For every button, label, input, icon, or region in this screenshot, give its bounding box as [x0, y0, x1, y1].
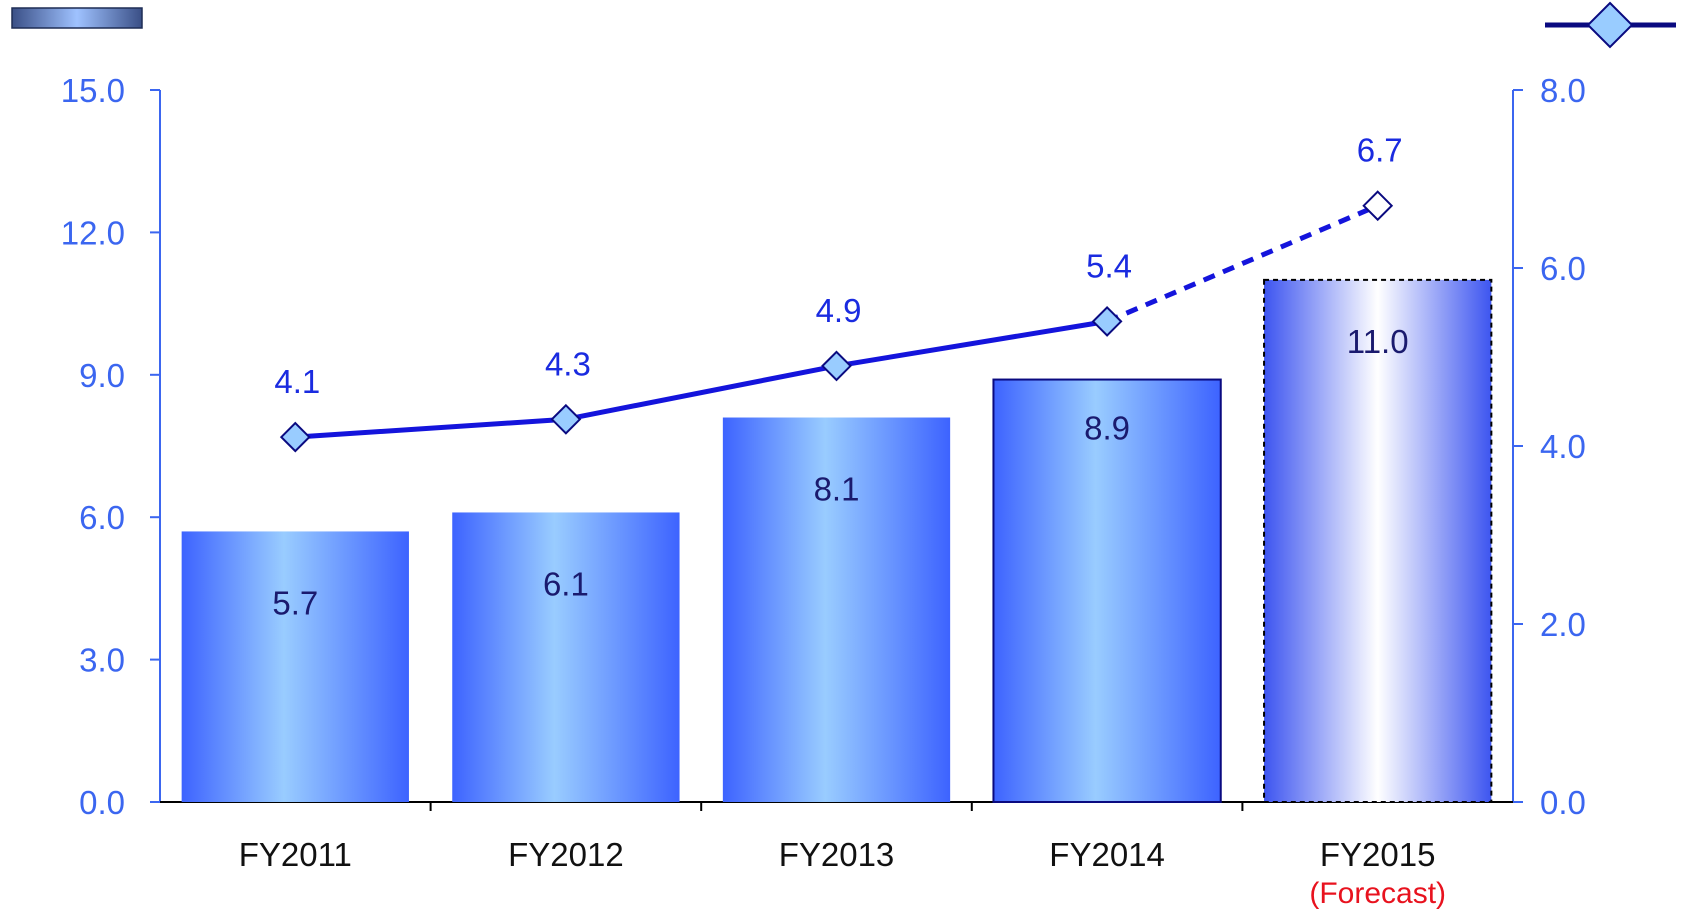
line-marker — [279, 421, 311, 453]
bar — [181, 531, 409, 802]
right-tick-label: 2.0 — [1540, 606, 1586, 643]
x-axis-ticks — [429, 802, 1244, 811]
line-marker-forecast — [1362, 190, 1394, 222]
left-tick-label: 3.0 — [79, 642, 125, 679]
line-value-label: 6.7 — [1357, 132, 1403, 169]
line-marker — [550, 403, 582, 435]
bar-value-label: 5.7 — [272, 584, 318, 621]
bar-forecast — [1263, 278, 1493, 804]
bar — [992, 378, 1222, 803]
bar — [452, 512, 680, 802]
left-tick-label: 15.0 — [61, 72, 125, 109]
legend-line-swatch — [1545, 1, 1676, 49]
legend-bar-swatch — [11, 7, 143, 29]
bar-value-label: 6.1 — [543, 565, 589, 602]
line-value-label: 4.3 — [545, 345, 591, 382]
left-tick-label: 12.0 — [61, 214, 125, 251]
left-tick-label: 9.0 — [79, 357, 125, 394]
left-tick-label: 6.0 — [79, 499, 125, 536]
line-value-label: 5.4 — [1086, 247, 1132, 284]
right-axis-ticks: 0.0 2.0 4.0 6.0 8.0 — [1513, 72, 1586, 821]
right-tick-label: 4.0 — [1540, 428, 1586, 465]
line-actual — [295, 318, 1108, 440]
line-value-label: 4.9 — [816, 292, 862, 329]
bar-value-label: 11.0 — [1347, 323, 1409, 360]
line-series: 4.1 4.3 4.9 5.4 6.7 — [274, 132, 1403, 453]
bar — [722, 417, 951, 802]
left-axis-ticks: 0.0 3.0 6.0 9.0 12.0 15.0 — [61, 72, 160, 821]
bar-value-label: 8.9 — [1084, 410, 1130, 447]
right-tick-label: 6.0 — [1540, 250, 1586, 287]
category-label: FY2014 — [1049, 836, 1165, 873]
line-forecast — [1106, 203, 1379, 324]
right-tick-label: 0.0 — [1540, 784, 1586, 821]
category-label: FY2013 — [779, 836, 895, 873]
line-marker — [821, 350, 852, 382]
category-label: FY2012 — [508, 836, 624, 873]
bar-series: 5.7 6.1 8.1 8.9 11.0 — [181, 278, 1493, 804]
category-labels: FY2011 FY2012 FY2013 FY2014 FY2015 (Forecast) — [239, 836, 1446, 910]
bar-value-label: 8.1 — [814, 471, 860, 508]
forecast-note: (Forecast) — [1309, 877, 1446, 910]
line-marker — [1091, 305, 1123, 337]
line-value-label: 4.1 — [274, 363, 320, 400]
category-label: FY2015 — [1320, 836, 1436, 873]
right-tick-label: 8.0 — [1540, 72, 1586, 109]
left-tick-label: 0.0 — [79, 784, 125, 821]
category-label: FY2011 — [239, 836, 352, 873]
